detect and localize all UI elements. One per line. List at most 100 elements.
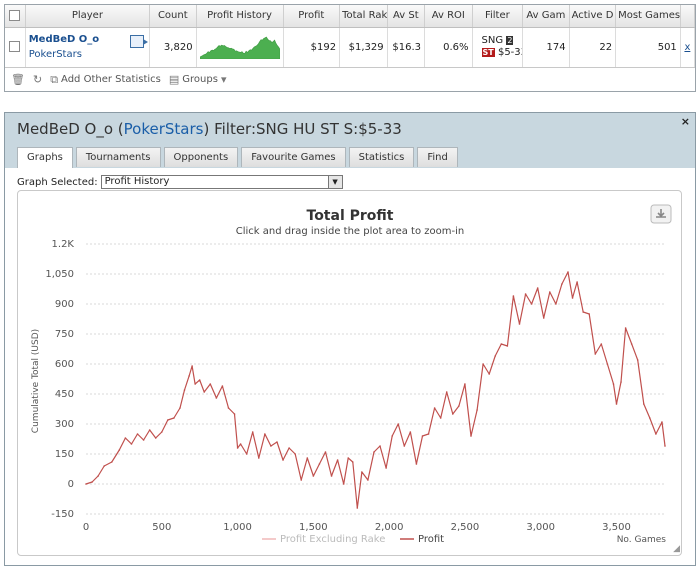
- profit-data-point: [409, 431, 412, 433]
- profit-data-point: [642, 403, 645, 405]
- trash-icon[interactable]: 🗑: [11, 73, 25, 86]
- add-other-statistics-button[interactable]: ⧉ Add Other Statistics: [50, 73, 161, 87]
- row-checkbox-cell[interactable]: [5, 27, 26, 68]
- column-header-av-roi[interactable]: Av ROI: [424, 5, 473, 28]
- filter-stakes-text: $5-33: [497, 47, 522, 58]
- tab-statistics[interactable]: Statistics: [348, 147, 415, 167]
- tab-tournaments[interactable]: Tournaments: [75, 147, 161, 167]
- select-all-checkbox-cell[interactable]: [5, 5, 26, 28]
- add-columns-icon: ⧉: [50, 72, 59, 86]
- row-checkbox[interactable]: [9, 41, 21, 53]
- profit-data-point: [530, 303, 533, 305]
- close-icon[interactable]: ×: [680, 115, 690, 128]
- profit-chart-svg[interactable]: -150 0 150 300 450 600 750 900 1,050 1.2K 0 500 1,00…: [18, 191, 683, 557]
- profit-data-point: [661, 421, 663, 423]
- x-tick-label: 2,500: [451, 522, 480, 533]
- profit-data-point: [209, 383, 212, 385]
- y-tick-label: 750: [55, 329, 74, 340]
- x-tick-label: 0: [83, 522, 89, 533]
- select-all-checkbox[interactable]: [9, 10, 21, 21]
- groups-icon: ▤: [168, 73, 180, 86]
- column-header-active-days[interactable]: Active D: [569, 5, 617, 28]
- profit-data-point: [379, 445, 381, 447]
- window-title-site[interactable]: PokerStars: [123, 120, 204, 138]
- sparkline-area: [199, 36, 280, 59]
- tab-find[interactable]: Find: [417, 147, 458, 167]
- profit-data-point: [324, 451, 327, 453]
- profit-data-point: [612, 383, 615, 385]
- filter-game-text: SNG: [481, 35, 504, 46]
- groups-dropdown[interactable]: ▤ Groups ▾: [169, 73, 227, 86]
- column-header-av-stake[interactable]: Av St: [387, 5, 426, 28]
- column-header-profit[interactable]: Profit: [283, 5, 341, 28]
- tab-favourite-games[interactable]: Favourite Games: [241, 147, 346, 167]
- remove-player-link[interactable]: x: [680, 27, 696, 68]
- legend-item-profit[interactable]: Profit: [400, 534, 444, 545]
- legend-item-profit-excluding-rake[interactable]: Profit Excluding Rake: [262, 534, 385, 545]
- profit-data-point: [351, 461, 354, 463]
- profit-data-point: [270, 445, 272, 447]
- profit-data-point: [312, 475, 315, 477]
- open-player-window-icon[interactable]: [130, 34, 149, 48]
- player-stats-table: Player Count Profit History Profit Total…: [5, 5, 696, 68]
- profit-data-point: [318, 463, 321, 465]
- column-header-most-games[interactable]: Most Games: [615, 5, 681, 28]
- y-tick-label: -150: [51, 509, 74, 520]
- x-tick-label: 1,000: [223, 522, 252, 533]
- graph-select-dropdown[interactable]: Profit History ▼: [100, 175, 343, 189]
- profit-data-point: [415, 463, 418, 465]
- profit-data-point: [130, 443, 133, 445]
- player-name-link[interactable]: MedBeD O_o: [28, 34, 100, 45]
- column-header-count[interactable]: Count: [149, 5, 197, 28]
- column-header-remove: [680, 5, 696, 28]
- profit-data-point: [524, 293, 527, 295]
- column-header-av-games[interactable]: Av Gam: [522, 5, 570, 28]
- player-site-link[interactable]: PokerStars: [28, 49, 82, 60]
- profit-data-point: [356, 507, 359, 509]
- download-icon: [656, 209, 666, 218]
- profit-data-point: [188, 375, 190, 377]
- profit-sparkline[interactable]: [199, 33, 280, 59]
- tab-graphs[interactable]: Graphs: [17, 147, 73, 168]
- profit-data-point: [615, 403, 618, 405]
- download-chart-button[interactable]: [650, 204, 672, 224]
- table-row[interactable]: MedBeD O_o PokerStars 3,820 $192 $1,329 …: [5, 27, 696, 68]
- column-header-profit-history[interactable]: Profit History: [196, 5, 284, 28]
- profit-data-point: [221, 385, 224, 387]
- profit-data-point: [367, 479, 369, 481]
- profit-data-point: [458, 405, 460, 407]
- column-header-filter[interactable]: Filter: [472, 5, 524, 28]
- profit-data-point: [600, 343, 603, 345]
- count-cell: 3,820: [149, 27, 197, 68]
- total-rake-cell: $1,329: [339, 27, 388, 68]
- most-games-cell: 501: [615, 27, 681, 68]
- profit-data-point: [97, 475, 99, 477]
- chart-title: Total Profit: [307, 208, 394, 224]
- profit-data-point: [391, 435, 393, 437]
- tab-opponents[interactable]: Opponents: [163, 147, 239, 167]
- profit-data-point: [118, 449, 121, 451]
- profit-data-point: [452, 413, 454, 415]
- profit-data-point: [588, 313, 591, 315]
- column-header-total-rake[interactable]: Total Rak: [339, 5, 388, 28]
- y-tick-label: 450: [55, 389, 74, 400]
- profit-data-point: [500, 343, 503, 345]
- profit-data-point: [330, 475, 333, 477]
- profit-data-point: [512, 295, 515, 297]
- resize-grip-icon[interactable]: ◢: [673, 544, 680, 554]
- refresh-icon[interactable]: ↻: [32, 73, 43, 86]
- column-header-player[interactable]: Player: [25, 5, 151, 28]
- y-tick-label: 600: [55, 359, 74, 370]
- profit-data-point: [571, 297, 574, 299]
- profit-data-point: [630, 343, 633, 345]
- profit-data-point: [167, 419, 169, 421]
- dropdown-arrow-icon[interactable]: ▼: [327, 176, 342, 188]
- profit-chart[interactable]: -150 0 150 300 450 600 750 900 1,050 1.2K 0 500 1,00…: [17, 190, 682, 556]
- profit-data-point: [506, 345, 509, 347]
- active-days-cell: 22: [569, 27, 617, 68]
- profit-data-point: [183, 389, 186, 391]
- profit-data-point: [342, 483, 345, 485]
- profit-series-line[interactable]: [85, 271, 666, 509]
- filter-players-badge: 2: [506, 36, 514, 45]
- profit-data-point: [91, 481, 93, 483]
